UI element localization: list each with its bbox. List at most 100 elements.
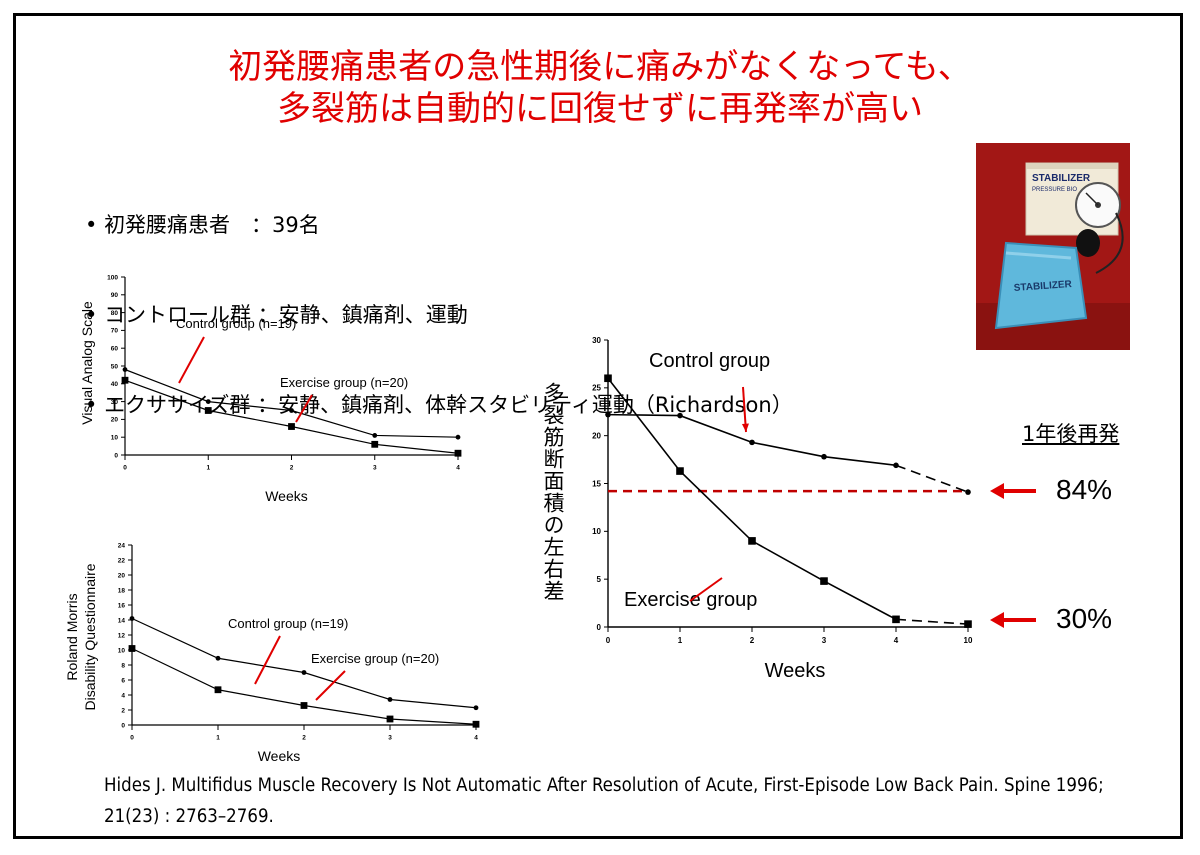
data-point-exercise <box>964 620 972 628</box>
data-point-exercise <box>371 440 379 448</box>
bullet-list: • 初発腰痛患者 ：39名 • コントロール群 ：安静、鎮痛剤、運動 • エクサ… <box>85 150 793 450</box>
relapse-exercise-pct: 30% <box>1056 603 1113 634</box>
x-tick-label: 4 <box>474 735 478 742</box>
citation: Hides J. Multifidus Muscle Recovery Is N… <box>104 775 1104 827</box>
data-point-control <box>289 408 294 413</box>
y-tick-label: 18 <box>118 587 126 594</box>
y-tick-label: 0 <box>121 722 125 729</box>
x-tick-label: 1 <box>678 636 683 645</box>
data-point-exercise <box>454 449 462 457</box>
data-point-control <box>965 489 971 495</box>
x-tick-label: 0 <box>606 636 611 645</box>
device-cushion-label: STABILIZER <box>1013 279 1073 294</box>
y-tick-label: 70 <box>111 328 119 335</box>
y-tick-label: 50 <box>111 363 119 370</box>
series-annotation-control: Control group <box>649 350 770 372</box>
y-tick-label: 25 <box>592 384 601 393</box>
data-point-control <box>473 705 479 711</box>
y-tick-label: 5 <box>597 575 602 584</box>
data-point-control <box>749 439 755 446</box>
y-tick-label: 10 <box>111 434 119 441</box>
y-axis-label: Visual Analog Scale <box>79 301 95 425</box>
bullet-item: • コントロール群 ：安静、鎮痛剤、運動 <box>85 303 468 327</box>
bullet-item: • エクササイズ群 ：安静、鎮痛剤、体幹スタビリティ運動（Richardson） <box>85 393 793 417</box>
slide-title-line1: 初発腰痛患者の急性期後に痛みがなくなっても、 <box>228 47 972 87</box>
data-point-exercise <box>128 645 136 652</box>
series-annotation-control: Control group (n=19) <box>228 616 348 631</box>
y-axis-label: Disability Questionnaire <box>82 563 98 710</box>
x-tick-label: 10 <box>964 636 973 645</box>
y-tick-label: 2 <box>121 707 125 714</box>
data-point-control <box>372 433 378 438</box>
y-tick-label: 20 <box>592 431 601 440</box>
y-tick-label: 20 <box>118 572 126 579</box>
y-tick-label: 6 <box>121 677 125 684</box>
x-tick-label: 1 <box>206 465 210 472</box>
data-point-exercise <box>472 720 480 728</box>
data-point-exercise <box>288 423 295 430</box>
y-tick-label: 8 <box>121 662 125 669</box>
x-tick-label: 3 <box>822 636 827 645</box>
y-tick-label: 80 <box>111 310 119 317</box>
data-point-control <box>122 367 128 372</box>
series-line-exercise <box>124 379 459 454</box>
y-tick-label: 12 <box>118 632 126 639</box>
device-box-sublabel: PRESSURE BIO <box>1032 187 1077 193</box>
x-tick-label: 2 <box>302 735 306 742</box>
y-tick-label: 90 <box>111 292 119 299</box>
x-axis-label: Weeks <box>258 748 301 764</box>
y-axis-label: Roland Morris <box>64 593 80 680</box>
series-line-extension <box>895 464 969 493</box>
annotation-arrowhead <box>741 423 749 432</box>
data-point-exercise <box>300 702 308 709</box>
stabilizer-illustration: STABILIZER PRESSURE BIO STABILIZER <box>976 143 1130 350</box>
annotation-pointer-exercise <box>689 577 723 602</box>
y-tick-label: 4 <box>121 692 125 699</box>
x-tick-label: 3 <box>388 735 392 742</box>
series-annotation-exercise: Exercise group (n=20) <box>280 375 408 390</box>
x-tick-label: 2 <box>290 465 294 472</box>
data-point-control <box>215 655 221 661</box>
multifidus-ylabel: 多裂筋断面積の左右差 <box>541 382 565 602</box>
x-tick-label: 2 <box>750 636 755 645</box>
y-tick-label: 15 <box>592 479 601 488</box>
bullet-text: エクササイズ群 ：安静、鎮痛剤、体幹スタビリティ運動（Richardson） <box>104 393 793 417</box>
y-tick-label: 60 <box>111 345 119 352</box>
bullet-item: • 初発腰痛患者 ：39名 <box>85 213 320 237</box>
series-line-extension <box>895 618 969 625</box>
y-tick-label: 0 <box>114 452 118 459</box>
x-tick-label: 0 <box>123 465 127 472</box>
data-point-control <box>301 670 307 675</box>
bullet-text: コントロール群 ：安静、鎮痛剤、運動 <box>104 303 468 327</box>
y-tick-label: 20 <box>111 417 119 424</box>
arrow-84-icon <box>990 483 1036 499</box>
x-axis-label: Weeks <box>265 488 308 504</box>
y-tick-label: 0 <box>597 623 602 632</box>
series-annotation-control: Control group (n=19) <box>176 316 296 331</box>
y-tick-label: 40 <box>111 381 119 388</box>
data-point-control <box>821 453 827 460</box>
data-point-control <box>455 434 461 440</box>
data-point-exercise <box>676 467 684 475</box>
x-tick-label: 4 <box>456 465 460 472</box>
x-axis-label: Weeks <box>765 660 826 682</box>
data-point-exercise <box>604 374 612 383</box>
data-point-exercise <box>820 577 828 585</box>
device-box-label: STABILIZER <box>1032 173 1091 184</box>
y-tick-label: 100 <box>107 274 118 281</box>
data-point-exercise <box>748 537 756 545</box>
relapse-control-pct: 84% <box>1056 474 1113 505</box>
y-tick-label: 30 <box>111 399 119 406</box>
x-tick-label: 4 <box>894 636 899 645</box>
data-point-exercise <box>121 376 129 384</box>
data-point-control <box>605 411 611 418</box>
data-point-exercise <box>214 686 222 694</box>
y-tick-label: 10 <box>118 647 126 654</box>
y-tick-label: 30 <box>592 336 601 345</box>
data-point-exercise <box>386 715 394 723</box>
data-point-control <box>129 616 135 621</box>
arrow-30-icon <box>990 612 1036 628</box>
x-tick-label: 0 <box>130 735 134 742</box>
